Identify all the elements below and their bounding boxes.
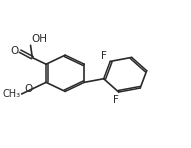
Text: F: F <box>113 95 119 105</box>
Text: F: F <box>101 50 107 61</box>
Text: OH: OH <box>32 34 47 44</box>
Text: O: O <box>10 46 18 56</box>
Text: CH₃: CH₃ <box>3 89 21 99</box>
Text: O: O <box>24 83 32 94</box>
